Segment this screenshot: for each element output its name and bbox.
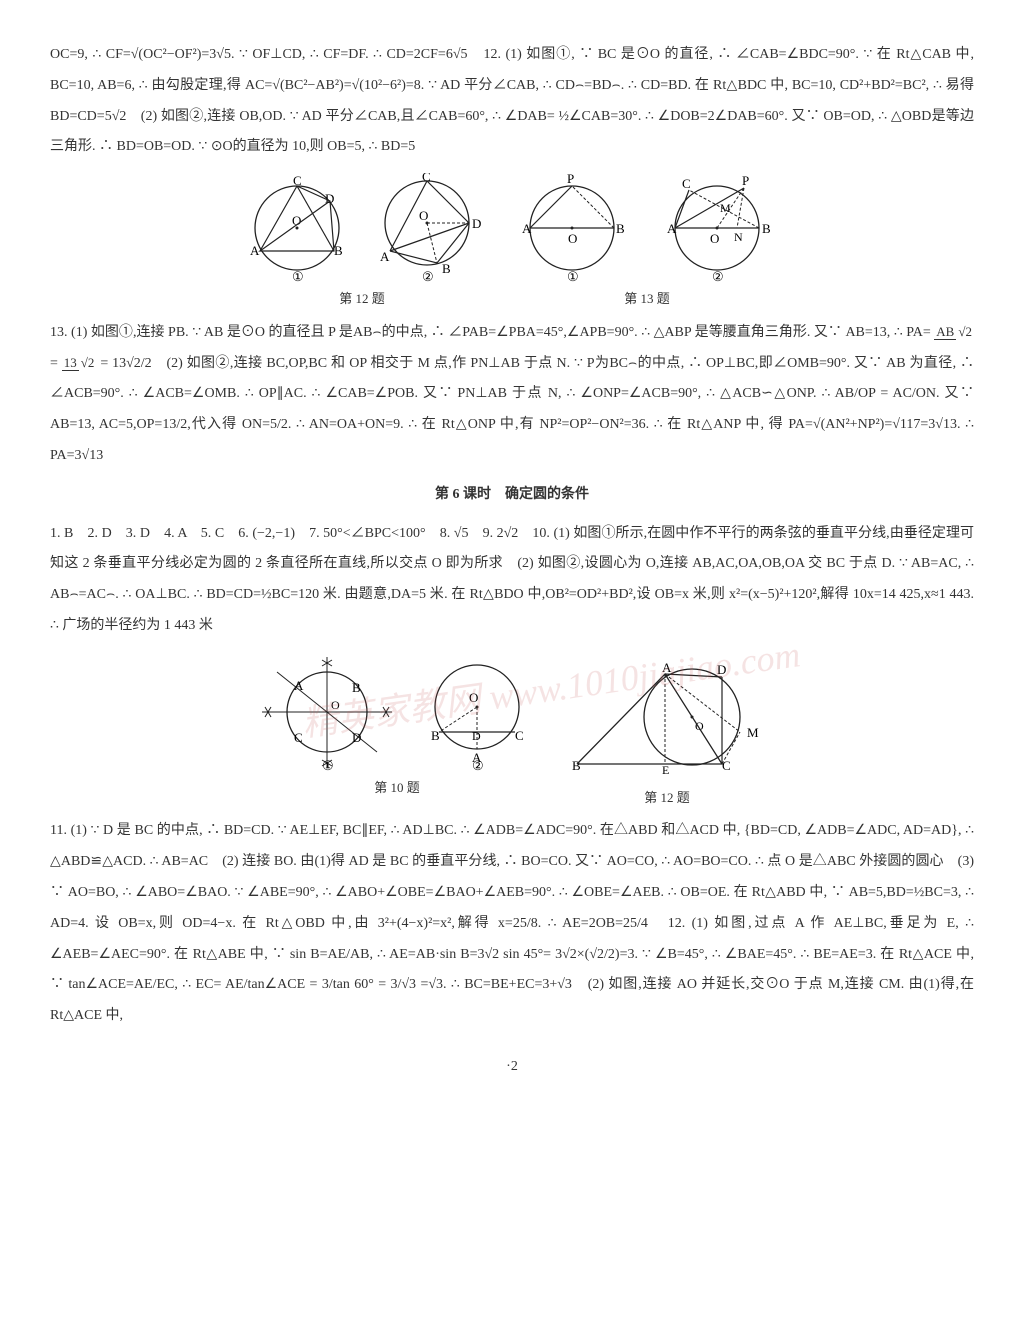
svg-text:O: O (331, 698, 340, 712)
svg-text:N: N (734, 230, 743, 244)
page-number: ·2 (50, 1052, 974, 1083)
svg-text:B: B (352, 680, 361, 695)
figure-row-12-13: C D A B O ① C D A B O (50, 173, 974, 314)
figure-13-2: C P A B O M N ② (652, 173, 782, 283)
svg-text:C: C (515, 728, 524, 743)
figure-10-group: A B C D O ① O B C A D (257, 652, 537, 813)
svg-text:M: M (747, 725, 759, 740)
figure-10-2: O B C A D ② (417, 652, 537, 772)
svg-text:①: ① (567, 269, 579, 283)
svg-text:O: O (419, 208, 428, 223)
fraction-13-root2: 13√2 (62, 356, 97, 370)
figure-10-caption: 第 10 题 (374, 774, 420, 803)
block2-text-a: 13. (1) 如图①,连接 PB. ∵ AB 是⊙O 的直径且 P 是AB⌢的… (50, 325, 934, 340)
svg-text:A: A (380, 249, 390, 264)
svg-text:O: O (710, 231, 719, 246)
svg-text:B: B (762, 221, 771, 236)
svg-text:D: D (717, 662, 726, 677)
svg-text:②: ② (422, 269, 434, 283)
svg-text:O: O (292, 213, 301, 228)
solution-block-2: 13. (1) 如图①,连接 PB. ∵ AB 是⊙O 的直径且 P 是AB⌢的… (50, 318, 974, 472)
svg-text:P: P (742, 173, 749, 188)
fraction-ab-root2: AB√2 (934, 325, 974, 339)
figure-12b-caption: 第 12 题 (644, 784, 690, 813)
figure-12-2: C D A B O ② (372, 173, 482, 283)
figure-12b-group: A D B C M E O 第 12 题 (567, 652, 767, 813)
svg-text:B: B (334, 243, 343, 258)
figure-row-10-12: A B C D O ① O B C A D (50, 652, 974, 813)
figure-13-1: P A B O ① (512, 173, 632, 283)
svg-text:①: ① (322, 758, 334, 772)
figure-12-group: C D A B O ① C D A B O (242, 173, 482, 314)
svg-text:C: C (294, 730, 303, 745)
svg-text:B: B (431, 728, 440, 743)
svg-text:D: D (352, 730, 361, 745)
svg-text:D: D (472, 216, 481, 231)
figure-12b: A D B C M E O (567, 652, 767, 782)
figure-13-caption: 第 13 题 (624, 285, 670, 314)
svg-text:C: C (722, 758, 731, 773)
svg-text:O: O (695, 719, 704, 733)
svg-text:A: A (294, 678, 304, 693)
figure-13-group: P A B O ① C P A B O M N (512, 173, 782, 314)
svg-text:①: ① (292, 269, 304, 283)
svg-text:A: A (250, 243, 260, 258)
svg-text:C: C (682, 176, 691, 191)
svg-text:E: E (662, 763, 669, 777)
svg-text:B: B (616, 221, 625, 236)
svg-text:②: ② (472, 758, 484, 772)
svg-text:②: ② (712, 269, 724, 283)
figure-12-caption: 第 12 题 (339, 285, 385, 314)
svg-text:P: P (567, 173, 574, 186)
section-6-title: 第 6 课时 确定圆的条件 (50, 480, 974, 511)
figure-10-1: A B C D O ① (257, 652, 397, 772)
svg-text:B: B (572, 758, 581, 773)
solution-block-3: 1. B 2. D 3. D 4. A 5. C 6. (−2,−1) 7. 5… (50, 519, 974, 642)
svg-text:O: O (568, 231, 577, 246)
svg-text:A: A (662, 660, 672, 675)
svg-text:D: D (472, 729, 481, 743)
solution-block-1: OC=9, ∴ CF=√(OC²−OF²)=3√5. ∵ OF⊥CD, ∴ CF… (50, 40, 974, 163)
solution-block-4: 11. (1) ∵ D 是 BC 的中点, ∴ BD=CD. ∵ AE⊥EF, … (50, 816, 974, 1032)
figure-12-1: C D A B O ① (242, 173, 352, 283)
block2-text-b: = 13√2/2 (2) 如图②,连接 BC,OP,BC 和 OP 相交于 M … (50, 356, 974, 463)
svg-text:O: O (469, 690, 478, 705)
svg-text:B: B (442, 261, 451, 276)
